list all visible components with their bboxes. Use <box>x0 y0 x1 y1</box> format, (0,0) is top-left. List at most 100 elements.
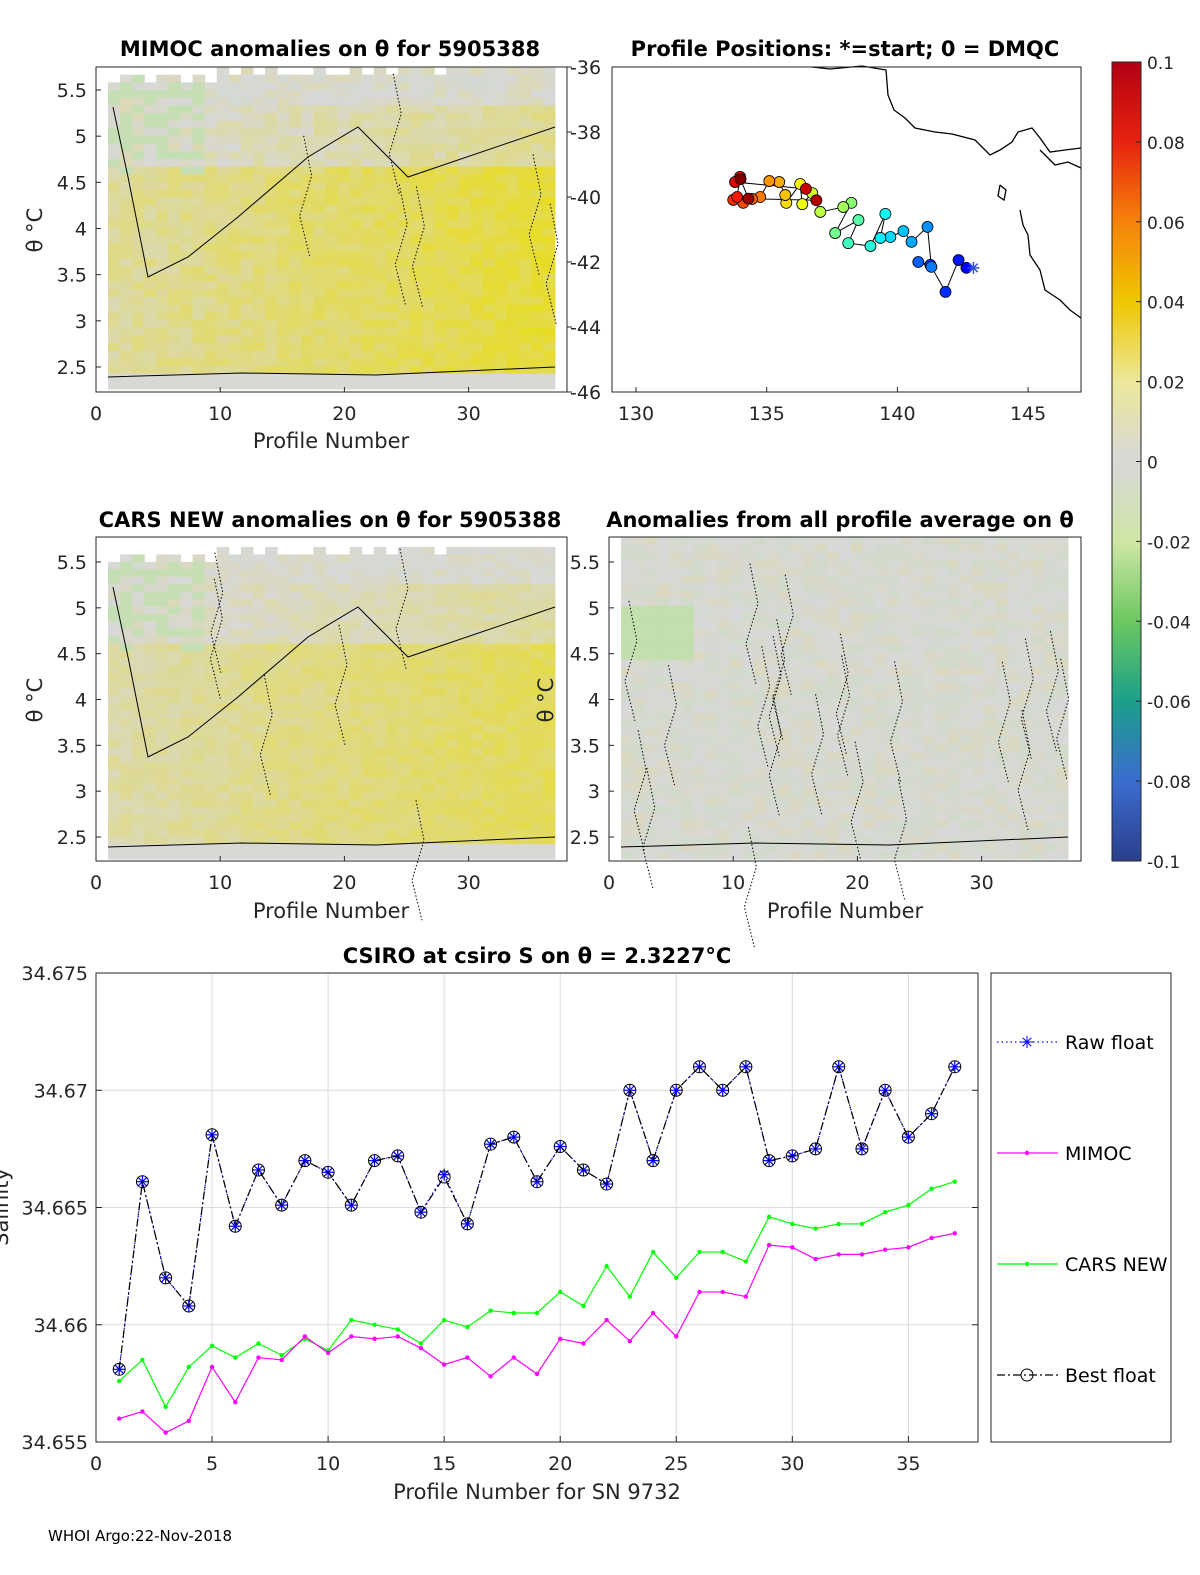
heatmap-cell <box>373 732 387 741</box>
heatmap-cell <box>458 274 471 283</box>
heatmap-cell <box>898 636 912 645</box>
heatmap-cell <box>681 583 694 592</box>
heatmap-cell <box>156 710 169 719</box>
heatmap-cell <box>482 584 496 593</box>
heatmap-cell <box>765 767 779 776</box>
heatmap-cell <box>790 744 803 753</box>
heatmap-cell <box>542 373 556 382</box>
heatmap-cell <box>494 814 508 823</box>
heatmap-cell <box>935 797 948 806</box>
heatmap-cell <box>753 836 767 845</box>
heatmap-cell <box>144 599 157 607</box>
heatmap-cell <box>252 327 266 336</box>
colorbar-ticks: 0.10.080.060.040.020-0.02-0.04-0.06-0.08… <box>1136 54 1191 873</box>
heatmap-cell <box>325 189 339 198</box>
heatmap-cell <box>995 782 1009 791</box>
colorbar-tick-label: 0.04 <box>1147 294 1185 314</box>
heatmap-cell <box>180 327 194 336</box>
heatmap-cell <box>542 320 556 329</box>
heatmap-cell <box>621 820 634 829</box>
heatmap-cell <box>240 569 254 578</box>
heatmap-cell <box>947 575 960 584</box>
heatmap-cell <box>397 335 411 344</box>
cars-new-point <box>395 1327 400 1332</box>
heatmap-cell <box>923 736 936 745</box>
heatmap-cell <box>410 576 423 585</box>
heatmap-cell <box>886 552 900 561</box>
heatmap-cell <box>144 228 157 237</box>
heatmap-cell <box>645 652 658 661</box>
heatmap-cell <box>132 289 145 298</box>
heatmap-cell <box>337 373 351 382</box>
heatmap-cell <box>717 567 731 576</box>
heatmap-cell <box>216 636 230 645</box>
heatmap-cell <box>506 799 520 808</box>
heatmap-cell <box>204 297 218 306</box>
heatmap-cell <box>108 613 121 622</box>
heatmap-cell <box>862 598 876 607</box>
heatmap-cell <box>482 74 496 83</box>
heatmap-cell <box>971 544 984 553</box>
heatmap-cell <box>802 629 815 638</box>
heatmap-cell <box>530 205 544 214</box>
heatmap-cell <box>180 189 194 198</box>
heatmap-cell <box>657 836 670 845</box>
heatmap-cell <box>1007 843 1021 852</box>
heatmap-cell <box>313 680 326 689</box>
heatmap-cell <box>204 673 218 682</box>
heatmap-cell <box>681 744 694 753</box>
heatmap-cell <box>301 97 314 106</box>
heatmap-cell <box>144 320 157 329</box>
heatmap-cell <box>983 552 997 561</box>
heatmap-cell <box>313 182 326 191</box>
heatmap-cell <box>983 644 997 653</box>
heatmap-cell <box>971 537 984 546</box>
heatmap-cell <box>132 343 145 352</box>
heatmap-cell <box>422 320 435 329</box>
heatmap-cell <box>669 682 682 691</box>
heatmap-cell <box>385 128 399 137</box>
heatmap-cell <box>216 166 230 175</box>
heatmap-cell <box>959 767 972 776</box>
heatmap-cell <box>705 721 719 730</box>
heatmap-cell <box>108 762 121 771</box>
heatmap-cell <box>693 828 707 837</box>
heatmap-cell <box>132 688 145 697</box>
heatmap-cell <box>995 659 1009 668</box>
heatmap-cell <box>482 235 496 244</box>
heatmap-cell <box>313 606 326 615</box>
heatmap-cell <box>886 583 900 592</box>
heatmap-cell <box>542 113 556 122</box>
heatmap-cell <box>542 814 556 823</box>
heatmap-cell <box>1019 797 1033 806</box>
heatmap-cell <box>277 228 290 237</box>
heatmap-cell <box>144 350 157 359</box>
heatmap-cell <box>814 560 827 569</box>
heatmap-cell <box>156 228 169 237</box>
heatmap-cell <box>422 584 435 593</box>
heatmap-cell <box>790 667 803 676</box>
heatmap-cell <box>542 628 556 637</box>
heatmap-cell <box>422 97 435 106</box>
heatmap-cell <box>681 828 694 837</box>
heatmap-cell <box>886 820 900 829</box>
heatmap-cell <box>132 243 145 252</box>
heatmap-cell <box>693 774 707 783</box>
heatmap-cell <box>717 705 731 714</box>
x-tick-label: 145 <box>1010 403 1046 425</box>
heatmap-cell <box>385 732 399 741</box>
heatmap-cell <box>422 821 435 830</box>
heatmap-cell <box>325 777 339 786</box>
heatmap-cell <box>790 736 803 745</box>
heatmap-cell <box>228 561 242 570</box>
heatmap-cell <box>204 725 218 734</box>
heatmap-cell <box>204 561 218 570</box>
heatmap-cell <box>458 228 471 237</box>
heatmap-cell <box>180 289 194 298</box>
heatmap-cell <box>252 784 266 793</box>
heatmap-cell <box>410 673 423 682</box>
heatmap-cell <box>765 659 779 668</box>
heatmap-cell <box>361 366 375 375</box>
heatmap-cell <box>790 721 803 730</box>
heatmap-cell <box>494 174 508 183</box>
